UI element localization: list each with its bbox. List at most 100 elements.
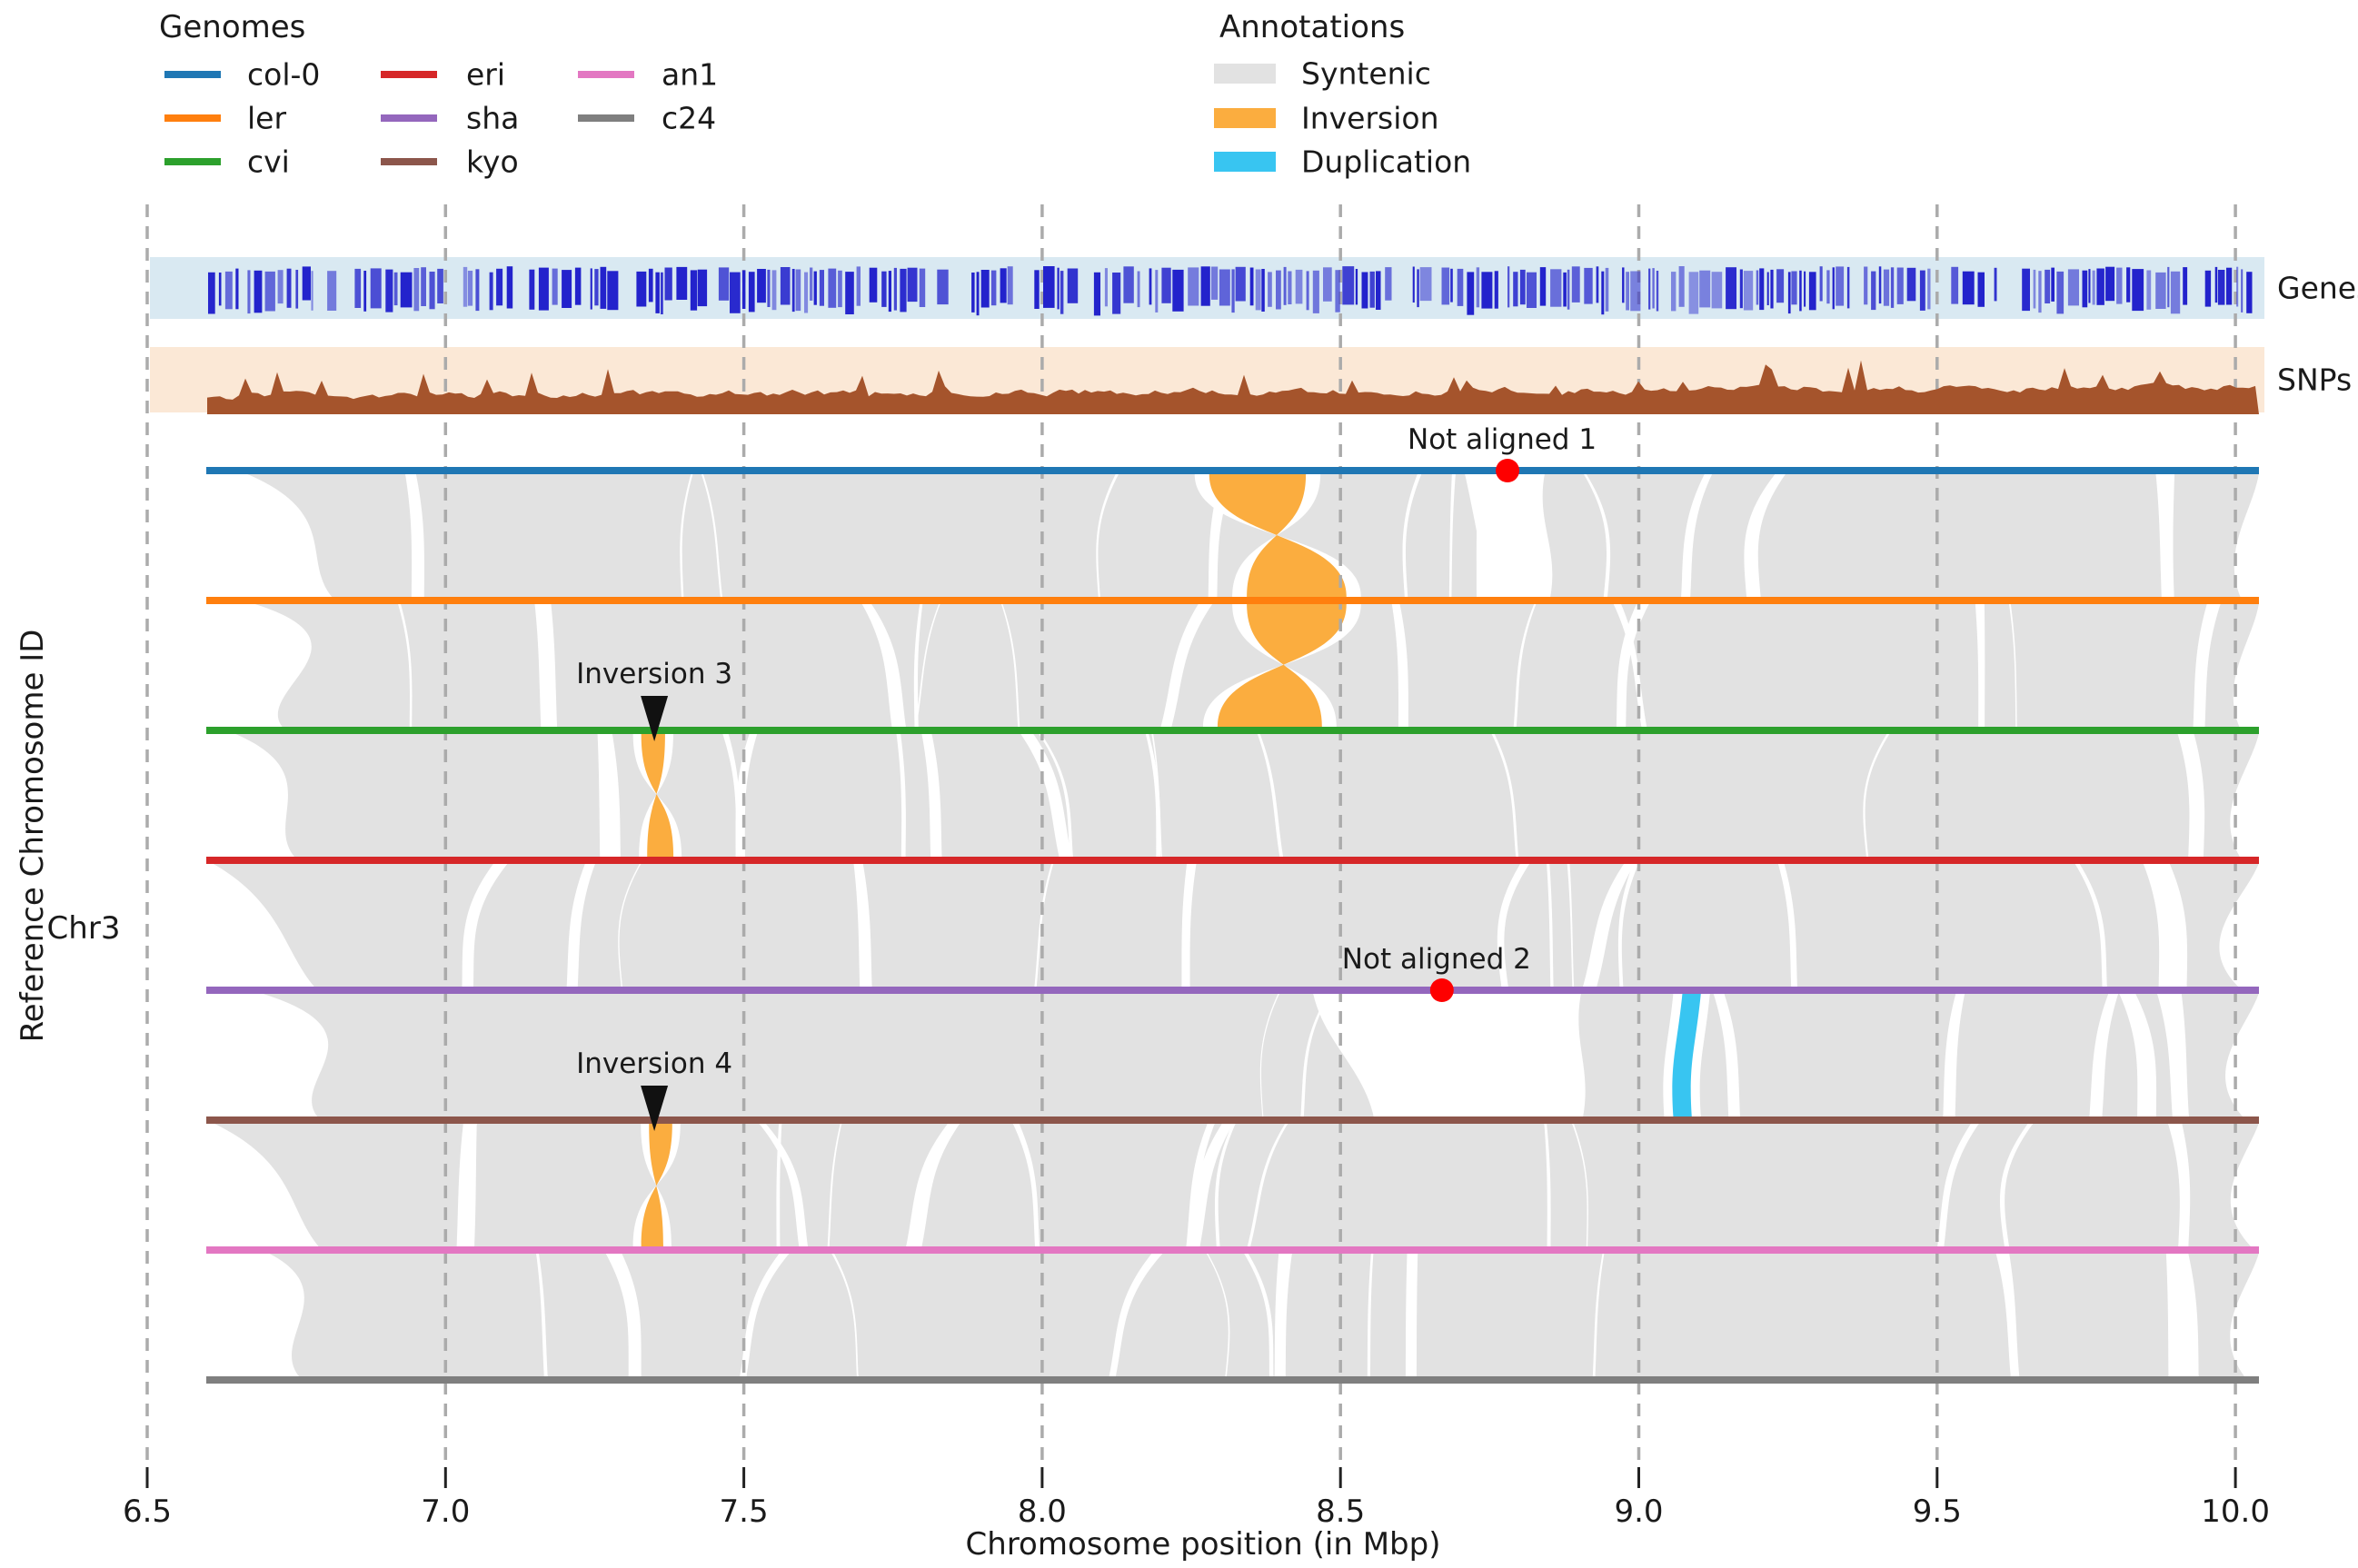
gene-bar (208, 272, 215, 314)
gene-bar (286, 268, 292, 308)
gene-bar (552, 268, 558, 305)
gene-bar (1726, 267, 1736, 310)
alignment-gap (1582, 863, 1636, 987)
gene-bar (838, 270, 842, 308)
gene-bar (277, 270, 284, 304)
gene-bar (780, 267, 791, 305)
alignment-gap (2143, 863, 2188, 987)
duplication-ribbon (1672, 994, 1701, 1116)
gene-bar (1883, 269, 1890, 306)
alignment-gap (1257, 733, 1284, 858)
syntenic-ribbon (233, 733, 2260, 858)
gene-bar (771, 270, 777, 311)
gene-bar (1276, 270, 1281, 310)
gene-bar (2132, 269, 2144, 312)
alignment-gap (1186, 1123, 1234, 1247)
gene-bar (1743, 271, 1754, 311)
alignment-gap (2074, 863, 2107, 987)
not-aligned-dot (1429, 978, 1454, 1002)
gene-bar (2146, 270, 2152, 310)
gene-bar (1323, 267, 1332, 302)
gene-bar (1601, 271, 1605, 315)
plot-annotations: Not aligned 1 Inversion 3 Not aligned 2 Inv… (576, 423, 1597, 1131)
inversion-ribbon (641, 734, 674, 857)
gene-bar (2126, 267, 2131, 303)
alignment-gap (722, 733, 741, 858)
alignment-gap (896, 733, 906, 858)
gene-bar (1093, 272, 1100, 316)
gene-bar (1306, 271, 1309, 311)
legend-genome-label: an1 (662, 56, 719, 93)
alignment-gap (2156, 993, 2190, 1117)
gene-bar (1476, 267, 1480, 308)
gene-bar (1361, 272, 1368, 309)
gene-bar (413, 268, 420, 312)
alignment-gap (914, 603, 940, 728)
alignment-gap (1020, 733, 1072, 858)
not-aligned-gap (1465, 473, 1553, 598)
alignment-gap-streaks (462, 863, 2188, 987)
gene-bar (2033, 269, 2036, 309)
gene-bar (2038, 271, 2042, 313)
gene-bar (463, 266, 468, 307)
gene-bar (1739, 269, 1743, 309)
legend-genome-label: ler (247, 100, 287, 136)
alignment-gap (1274, 1253, 1292, 1377)
gene-bar (1043, 266, 1055, 308)
gene-bar (1770, 269, 1774, 309)
gene-bar (2082, 270, 2088, 308)
gene-bar (676, 266, 688, 300)
gene-bar (1527, 272, 1537, 308)
legend-genome-label: kyo (466, 144, 519, 180)
gene-bar (1441, 267, 1450, 305)
gene-bar (1896, 267, 1904, 304)
gene-bar (1567, 269, 1570, 310)
gene-bar (1791, 271, 1797, 305)
gene-bar (1288, 271, 1292, 304)
gene-bar (1994, 267, 1997, 302)
gene-bar (475, 269, 480, 312)
gene-bar (235, 268, 239, 310)
gene-bar (600, 266, 607, 309)
gene-bar (1385, 267, 1392, 301)
gene-bar (1671, 272, 1676, 312)
alignment-gap (1206, 1253, 1230, 1377)
gene-bar (247, 270, 251, 314)
gene-bar (400, 272, 413, 308)
legend-genome-label: eri (466, 56, 506, 93)
gene-bar (218, 273, 222, 306)
gene-bar (990, 270, 997, 306)
gene-bar (1832, 267, 1835, 310)
alignment-gap (2165, 1253, 2199, 1377)
legend-annotations-title: Annotations (1219, 9, 1406, 45)
gene-bar (1149, 268, 1152, 305)
gene-bar (767, 269, 771, 307)
gene-bar (1699, 270, 1711, 308)
alignment-gap (1995, 1253, 2020, 1377)
gene-bar (2067, 269, 2079, 306)
gene-bar (2022, 268, 2030, 312)
legend-genome-swatch-sha (381, 114, 437, 122)
gene-bar (264, 271, 275, 312)
alignment-gap (566, 863, 596, 987)
alignment-gap (2008, 603, 2017, 728)
legend-genomes-title: Genomes (159, 9, 306, 45)
structural-variants (632, 474, 1710, 1246)
alignment-gap (1544, 1123, 1551, 1247)
alignment-gap (861, 603, 907, 728)
alignment-gap (2193, 603, 2221, 728)
x-tick-label: 8.5 (1316, 1494, 1366, 1530)
x-tick-label: 9.0 (1614, 1494, 1664, 1530)
gene-bar (648, 268, 653, 303)
gene-bar (795, 269, 801, 312)
gene-bar (254, 270, 263, 313)
inversion-marker-icon (641, 1086, 669, 1131)
alignment-gap (2118, 993, 2157, 1117)
gene-bar (496, 268, 503, 306)
gene-bar (1067, 268, 1079, 303)
gene-bar (2217, 270, 2225, 305)
alignment-gap (1402, 473, 1422, 598)
alignment-gap (397, 603, 413, 728)
gene-bar (1906, 267, 1916, 302)
gene-bar (845, 272, 854, 314)
